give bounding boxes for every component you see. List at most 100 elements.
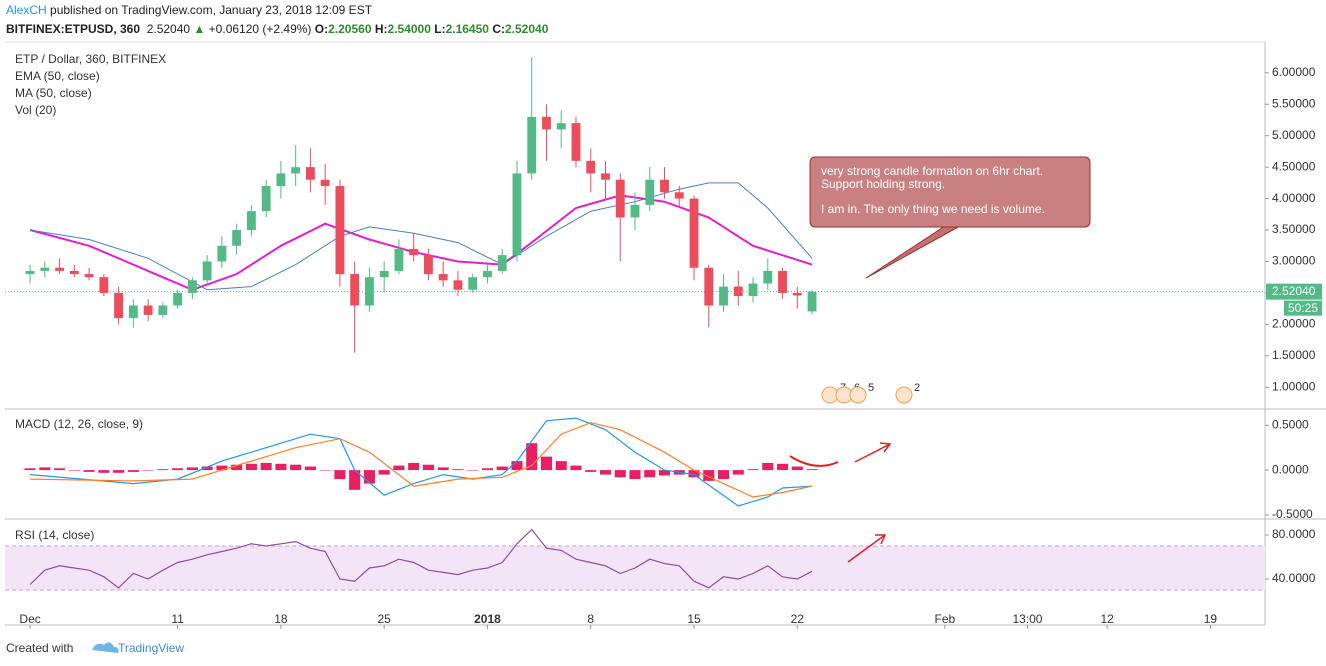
candle-body	[261, 186, 271, 212]
candle-body	[571, 123, 581, 161]
y-tick-label: 6.00000	[1272, 65, 1316, 79]
price-title: ETP / Dollar, 360, BITFINEX	[15, 52, 166, 66]
macd-histogram-bar	[526, 443, 538, 471]
candle-body	[305, 167, 315, 180]
candle-body	[778, 270, 787, 293]
ohlc-value: 2.54000	[387, 22, 431, 36]
price-label: 2.52040	[1272, 284, 1316, 298]
macd-histogram-bar	[113, 470, 125, 473]
macd-histogram-bar	[467, 470, 479, 471]
ohlc-label: O:	[314, 22, 329, 36]
y-tick-label: 3.00000	[1272, 254, 1316, 268]
legend-vol: Vol (20)	[15, 103, 56, 117]
x-tick-label: 13:00	[1012, 612, 1042, 626]
macd-histogram-bar	[83, 470, 95, 472]
macd-histogram-bar	[452, 469, 464, 471]
macd-histogram-bar	[658, 470, 671, 476]
macd-histogram-bar	[378, 470, 390, 475]
x-tick-label: 15	[687, 612, 701, 626]
candle-body	[601, 173, 610, 180]
x-tick-label: Feb	[934, 612, 955, 626]
macd-histogram-bar	[319, 470, 331, 471]
candle-body	[25, 270, 35, 275]
candle-body	[69, 270, 79, 275]
candle-body	[320, 179, 330, 187]
candle-body	[792, 292, 802, 296]
callout-text: Support holding strong.	[821, 177, 945, 191]
callout-pointer	[865, 225, 961, 279]
macd-histogram-bar	[260, 462, 272, 471]
candle-body	[394, 248, 404, 271]
candle-body	[719, 286, 728, 306]
candle-body	[173, 292, 183, 306]
candle-body	[128, 305, 138, 319]
candle-body	[483, 270, 492, 278]
y-tick-label: 40.0000	[1272, 571, 1316, 585]
macd-histogram-bar	[585, 470, 597, 472]
y-tick-label: 1.00000	[1272, 379, 1316, 393]
event-flag	[895, 386, 913, 404]
candle-body	[158, 305, 168, 315]
candle-body	[438, 274, 448, 281]
candle-body	[497, 255, 507, 271]
countdown-bg	[1284, 300, 1322, 316]
macd-histogram-bar	[349, 470, 361, 490]
ohlc-value: 2.20560	[328, 22, 372, 36]
y-tick-label: 0.5000	[1272, 417, 1309, 431]
macd-histogram-bar	[644, 470, 656, 478]
macd-histogram-bar	[172, 468, 184, 471]
line	[29, 194, 813, 291]
macd-histogram-bar	[688, 470, 700, 478]
ohlc-value: 2.16450	[445, 22, 489, 36]
candle-body	[674, 192, 684, 199]
macd-histogram-bar	[98, 470, 110, 473]
ohlc-label: H:	[374, 22, 388, 36]
author[interactable]: AlexCH	[6, 3, 47, 17]
candle-body	[630, 204, 640, 218]
x-tick-label: 8	[587, 612, 594, 626]
macd-histogram-bar	[408, 462, 420, 471]
candle-body	[468, 277, 478, 290]
macd-histogram-bar	[290, 464, 302, 471]
macd-histogram-bar	[703, 470, 715, 481]
x-tick-label: 11	[171, 612, 184, 626]
line	[30, 417, 813, 507]
candle-body	[350, 274, 360, 306]
macd-histogram-bar	[791, 466, 803, 471]
candle-body	[615, 179, 625, 218]
macd-histogram-bar	[732, 470, 744, 475]
candle-body	[84, 274, 94, 278]
event-flag	[849, 386, 867, 404]
macd-histogram-bar	[570, 465, 582, 471]
published: published on TradingView.com, January 23…	[50, 3, 373, 17]
footer-brand[interactable]: TradingView	[118, 641, 184, 655]
macd-histogram-bar	[747, 469, 759, 471]
y-tick-label: 5.50000	[1272, 96, 1316, 110]
event-count: 5	[868, 382, 874, 394]
y-tick-label: -0.5000	[1272, 507, 1313, 521]
x-tick-label: 18	[274, 612, 288, 626]
macd-histogram-bar	[717, 470, 730, 480]
countdown: 50:25	[1288, 301, 1318, 315]
candle-body	[379, 270, 389, 278]
up-arrow: ▲	[193, 22, 206, 36]
macd-histogram-bar	[24, 468, 36, 471]
macd-histogram-bar	[555, 461, 567, 471]
last: 2.52040	[146, 22, 191, 36]
candle-body	[542, 116, 551, 130]
underlay	[5, 291, 1265, 591]
candle-body	[763, 270, 773, 284]
candle-body	[365, 277, 374, 306]
y-tick-label: 4.00000	[1272, 191, 1316, 205]
candle-body	[114, 292, 124, 319]
macd-histogram-bar	[437, 467, 449, 471]
y-tick-label: 0.0000	[1272, 462, 1309, 476]
macd-histogram-bar	[629, 470, 641, 480]
candle-body	[143, 305, 153, 315]
candle-body	[217, 245, 227, 262]
price-label-bg	[1266, 283, 1322, 300]
macd-histogram-bar	[422, 464, 434, 471]
y-tick-label: 5.00000	[1272, 128, 1316, 142]
macd-histogram-bar	[777, 463, 789, 471]
candle-body	[40, 267, 50, 271]
